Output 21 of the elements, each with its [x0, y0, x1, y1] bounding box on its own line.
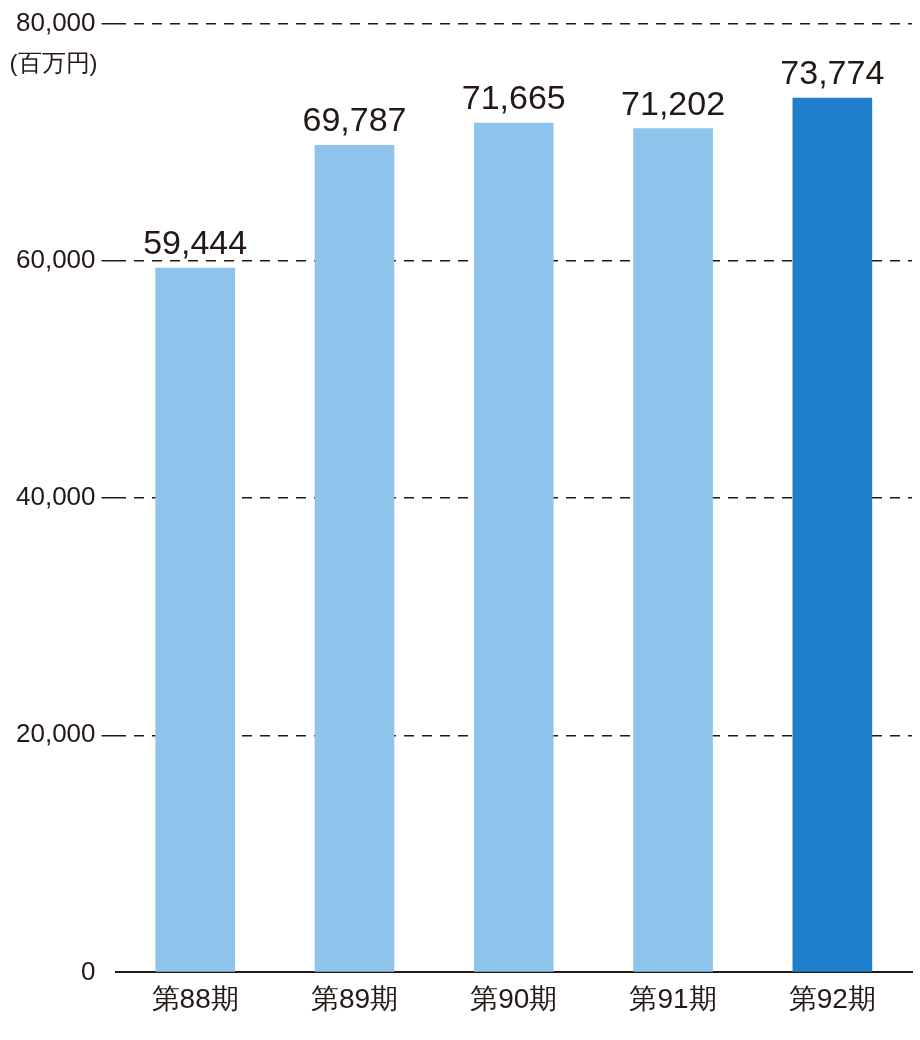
bar: [633, 128, 713, 972]
data-label: 59,444: [143, 223, 248, 262]
y-tick-label: 80,000: [15, 7, 96, 38]
y-tick-label: 60,000: [15, 244, 96, 275]
bar: [792, 97, 873, 972]
x-tick-label: 第91期: [629, 982, 717, 1014]
x-tick-label: 第90期: [470, 982, 558, 1014]
y-tick-label: 40,000: [15, 481, 96, 512]
x-tick-label: 第88期: [151, 982, 239, 1014]
bar: [155, 267, 235, 972]
data-label: 71,202: [621, 83, 726, 122]
y-tick-label: 20,000: [15, 718, 96, 749]
data-label: 71,665: [461, 78, 566, 117]
bar: [314, 145, 395, 972]
data-label: 69,787: [302, 100, 407, 139]
bar: [473, 122, 554, 972]
x-tick-label: 第92期: [788, 982, 876, 1014]
x-tick-label: 第89期: [310, 982, 399, 1014]
y-tick-label: 0: [81, 955, 96, 986]
data-label: 73,774: [780, 53, 885, 92]
y-axis-title: (百万円): [9, 48, 98, 76]
